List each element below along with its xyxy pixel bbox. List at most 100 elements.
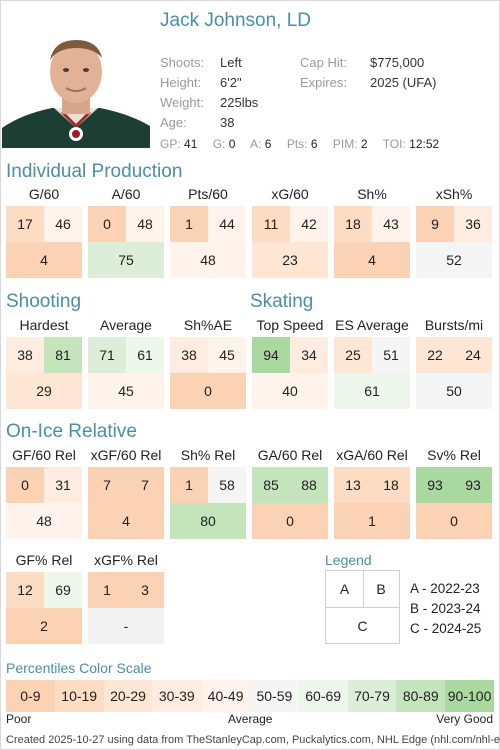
value-c: 52 bbox=[416, 242, 492, 278]
value-c: 0 bbox=[252, 503, 328, 539]
caphit-label: Cap Hit: bbox=[300, 55, 347, 70]
value-a: 11 bbox=[252, 206, 290, 242]
value-c: 0 bbox=[170, 373, 246, 409]
scale-poor: Poor bbox=[6, 712, 32, 726]
metric-label: GF% Rel bbox=[15, 552, 73, 568]
shoots-label: Shoots: bbox=[160, 55, 205, 70]
metric-shpct-rel: Sh% Rel 1 58 80 bbox=[170, 447, 246, 539]
value-b: 43 bbox=[372, 206, 410, 242]
scale-bin: 50-59 bbox=[249, 680, 299, 712]
value-b: 42 bbox=[290, 206, 328, 242]
weight-row: Weight: 225lbs bbox=[160, 95, 258, 110]
metric-ga60-rel: GA/60 Rel 85 88 0 bbox=[252, 447, 328, 539]
value-a: 12 bbox=[6, 572, 44, 608]
value-b: 93 bbox=[454, 467, 492, 503]
value-c: 50 bbox=[416, 373, 492, 409]
metric-bursts: Bursts/mi 22 24 50 bbox=[416, 317, 492, 409]
value-b: 44 bbox=[208, 206, 246, 242]
metric-gf60-rel: GF/60 Rel 0 31 48 bbox=[6, 447, 82, 539]
value-b: 31 bbox=[44, 467, 82, 503]
metric-xga60-rel: xGA/60 Rel 13 18 1 bbox=[334, 447, 410, 539]
value-b: 88 bbox=[290, 467, 328, 503]
metric-xgfpct-rel: xGF% Rel 1 3- bbox=[88, 552, 164, 644]
weight-label: Weight: bbox=[160, 95, 204, 110]
metric-label: Sv% Rel bbox=[427, 447, 481, 463]
value-b: 69 bbox=[44, 572, 82, 608]
metric-svpct-rel: Sv% Rel 93 93 0 bbox=[416, 447, 492, 539]
stat-gp-label: GP: bbox=[160, 137, 181, 151]
value-b: 48 bbox=[126, 206, 164, 242]
legend-c-text: C - 2024-25 bbox=[410, 621, 482, 636]
value-c: - bbox=[88, 608, 164, 644]
season-statline: GP: 41 G: 0 A: 6 Pts: 6 PIM: 2 TOI: 12:5… bbox=[160, 137, 439, 151]
age-row: Age: 38 bbox=[160, 115, 234, 130]
legend-a-text: A - 2022-23 bbox=[410, 581, 480, 596]
legend-b: B bbox=[363, 571, 399, 608]
metric-label: xGF% Rel bbox=[94, 552, 158, 568]
percentile-scale: 0-9 10-19 20-29 30-39 40-49 50-59 60-69 … bbox=[6, 680, 494, 712]
scale-bin: 10-19 bbox=[54, 680, 104, 712]
stat-toi-value: 12:52 bbox=[409, 137, 440, 151]
value-a: 0 bbox=[6, 467, 44, 503]
height-row: Height: 6'2" bbox=[160, 75, 242, 90]
scale-bin: 30-39 bbox=[152, 680, 202, 712]
metric-label: Sh% bbox=[357, 186, 387, 202]
value-a: 1 bbox=[170, 206, 208, 242]
value-a: 9 bbox=[416, 206, 454, 242]
value-a: 22 bbox=[416, 337, 454, 373]
scale-title: Percentiles Color Scale bbox=[6, 660, 152, 676]
metric-shpct: Sh% 18 43 4 bbox=[334, 186, 410, 278]
legend-title: Legend bbox=[325, 552, 372, 568]
metric-label: Sh% Rel bbox=[180, 447, 236, 463]
footer-credits: Created 2025-10-27 using data from TheSt… bbox=[6, 734, 500, 746]
age-value: 38 bbox=[220, 115, 235, 130]
metric-g60: G/60 17 46 4 bbox=[6, 186, 82, 278]
metric-hardest: Hardest 38 81 29 bbox=[6, 317, 82, 409]
section-on-ice-relative: On-Ice Relative bbox=[6, 421, 137, 442]
metric-label: xGF/60 Rel bbox=[90, 447, 162, 463]
metric-shpct-ae: Sh%AE 38 45 0 bbox=[170, 317, 246, 409]
value-a: 1 bbox=[88, 572, 126, 608]
legend-a: A bbox=[326, 571, 364, 608]
stat-g-value: 0 bbox=[228, 137, 236, 151]
shoots-row: Shoots: Left bbox=[160, 55, 242, 70]
scale-bin: 0-9 bbox=[6, 680, 55, 712]
value-a: 25 bbox=[334, 337, 372, 373]
value-b: 58 bbox=[208, 467, 246, 503]
value-a: 13 bbox=[334, 467, 372, 503]
stat-pts-label: Pts: bbox=[286, 137, 308, 151]
metric-gfpct-rel: GF% Rel 12 69 2 bbox=[6, 552, 82, 644]
scale-average: Average bbox=[228, 712, 273, 726]
legend-b-text: B - 2023-24 bbox=[410, 601, 481, 616]
value-b: 61 bbox=[126, 337, 164, 373]
metric-a60: A/60 0 48 75 bbox=[88, 186, 164, 278]
stat-pts-value: 6 bbox=[310, 137, 318, 151]
metric-xgf60-rel: xGF/60 Rel 7 7 4 bbox=[88, 447, 164, 539]
value-c: 4 bbox=[6, 242, 82, 278]
caphit-value: $775,000 bbox=[370, 55, 425, 70]
value-a: 85 bbox=[252, 467, 290, 503]
stat-gp-value: 41 bbox=[184, 137, 198, 151]
stat-a-label: A: bbox=[250, 137, 262, 151]
metric-es-average: ES Average 25 51 61 bbox=[334, 317, 410, 409]
metric-label: Average bbox=[100, 317, 152, 333]
value-a: 38 bbox=[170, 337, 208, 373]
metric-label: Sh%AE bbox=[183, 317, 233, 333]
metric-label: xSh% bbox=[435, 186, 473, 202]
metric-label: Top Speed bbox=[256, 317, 324, 333]
value-a: 71 bbox=[88, 337, 126, 373]
legend-box: A B C bbox=[325, 570, 400, 644]
value-c: 75 bbox=[88, 242, 164, 278]
value-c: 4 bbox=[334, 242, 410, 278]
stat-toi-label: TOI: bbox=[382, 137, 406, 151]
stat-pim-value: 2 bbox=[360, 137, 368, 151]
value-c: 0 bbox=[416, 503, 492, 539]
scale-bin: 80-89 bbox=[396, 680, 446, 712]
value-c: 1 bbox=[334, 503, 410, 539]
metric-label: xG/60 bbox=[271, 186, 309, 202]
value-a: 17 bbox=[6, 206, 44, 242]
metric-label: A/60 bbox=[111, 186, 141, 202]
metric-average-shot: Average 71 61 45 bbox=[88, 317, 164, 409]
stat-g-label: G: bbox=[212, 137, 226, 151]
value-a: 38 bbox=[6, 337, 44, 373]
